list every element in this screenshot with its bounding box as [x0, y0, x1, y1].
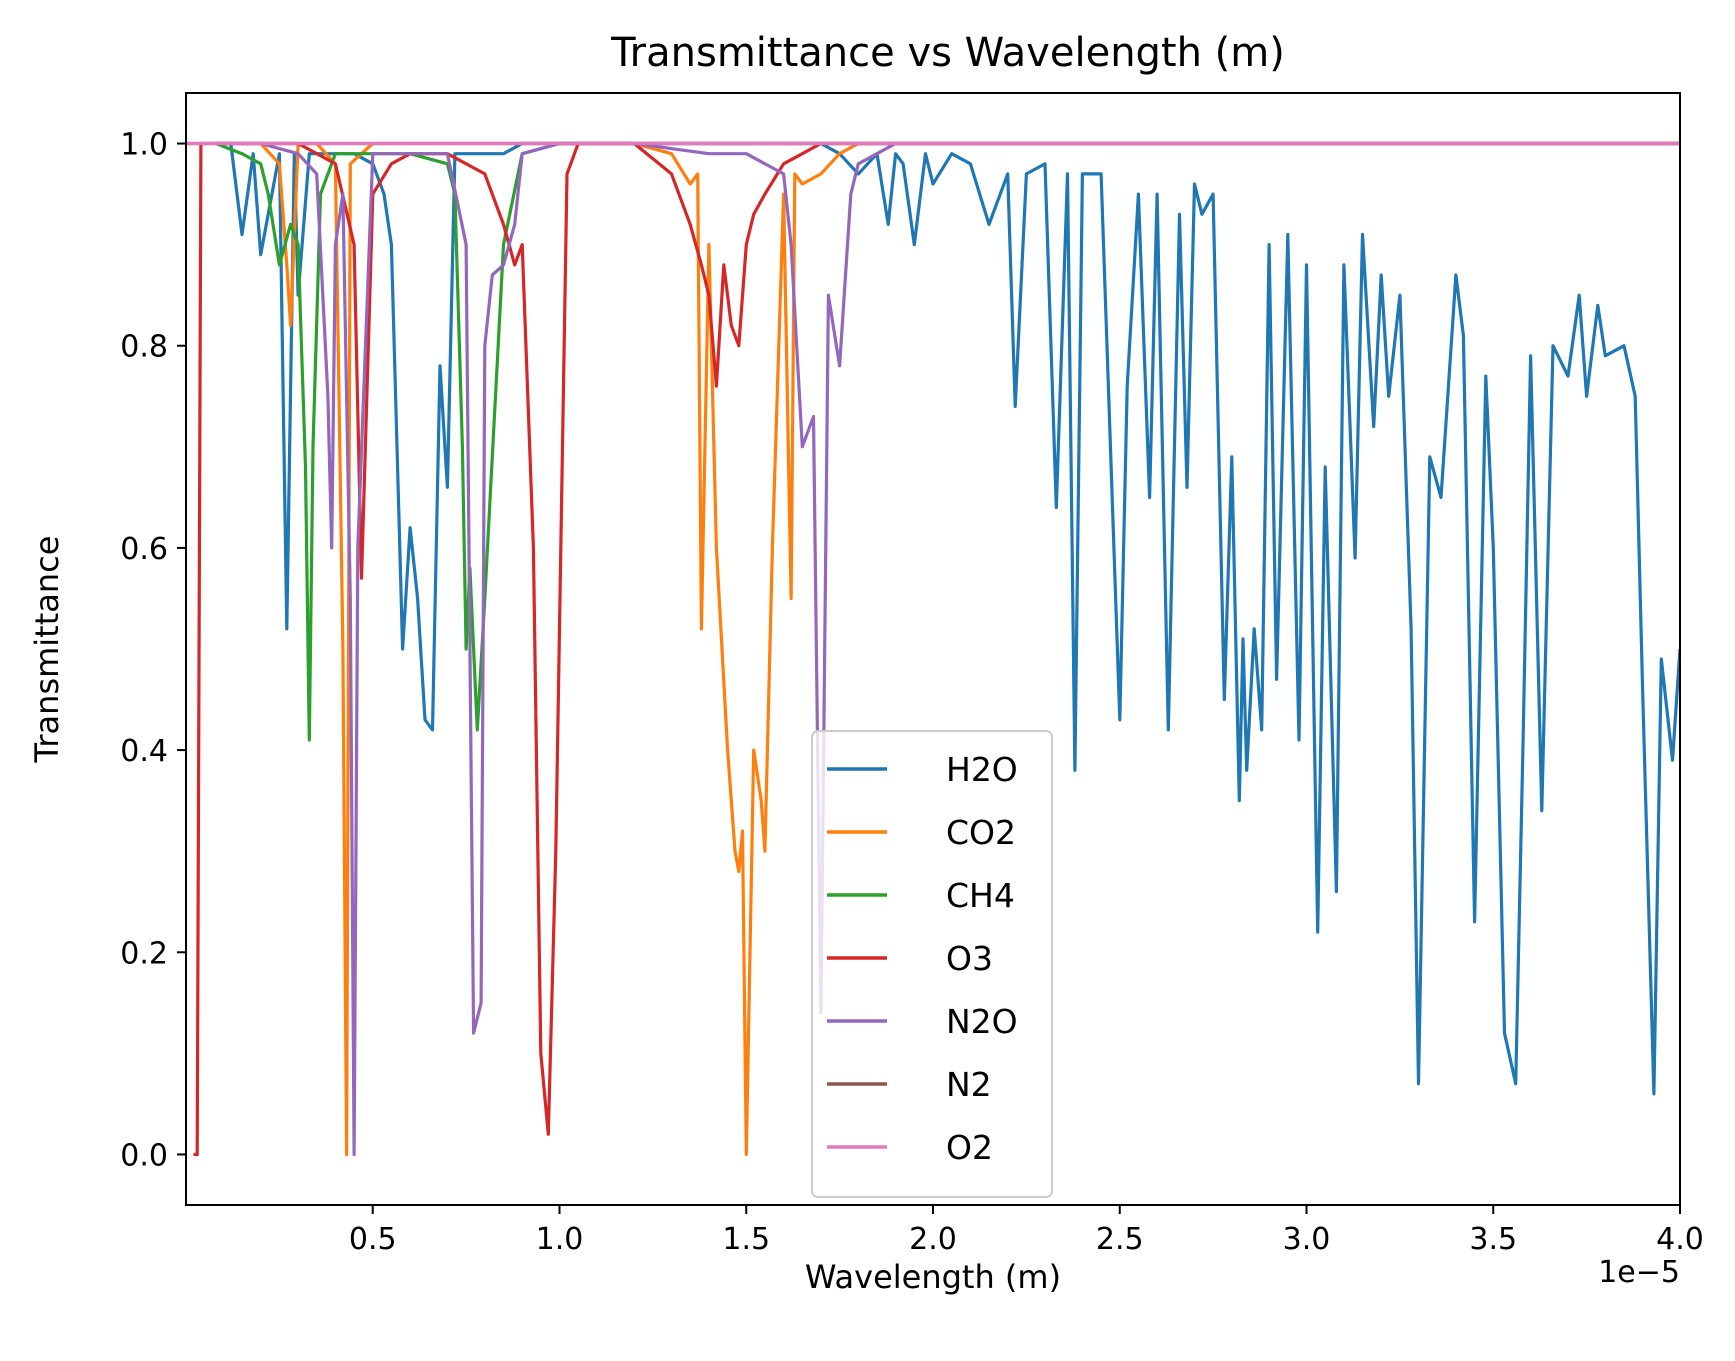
legend-label: O2 — [946, 1128, 993, 1167]
x-tick-label: 4.0 — [1656, 1222, 1704, 1257]
legend-label: O3 — [946, 939, 993, 978]
x-tick-label: 3.0 — [1283, 1222, 1331, 1257]
chart-title: Transmittance vs Wavelength (m) — [610, 30, 1285, 76]
x-tick-label: 2.5 — [1096, 1222, 1144, 1257]
series-line-n2o — [215, 141, 1680, 1157]
series-line-h2o — [215, 141, 1680, 1096]
legend-box — [811, 730, 1053, 1198]
y-tick-label: 0.0 — [120, 1138, 168, 1173]
x-tick-label: 2.0 — [909, 1222, 957, 1257]
legend-label: N2O — [946, 1002, 1018, 1041]
x-tick-label: 1.0 — [536, 1222, 584, 1257]
x-tick-label: 0.5 — [349, 1222, 397, 1257]
series-line-o3 — [193, 141, 1680, 1157]
y-axis: 0.0 0.2 0.4 0.6 0.8 1.0 — [120, 128, 186, 1173]
series-layer — [186, 141, 1680, 1157]
x-axis-offset-text: 1e−5 — [1598, 1255, 1680, 1290]
y-tick-label: 0.6 — [120, 532, 168, 567]
y-axis-label: Transmittance — [28, 536, 66, 764]
x-tick-label: 3.5 — [1469, 1222, 1517, 1257]
legend-label: N2 — [946, 1065, 992, 1104]
y-tick-label: 0.4 — [120, 734, 168, 769]
y-tick-label: 1.0 — [120, 128, 168, 163]
legend-label: CH4 — [946, 876, 1015, 915]
y-tick-label: 0.2 — [120, 936, 168, 971]
y-tick-label: 0.8 — [120, 330, 168, 365]
legend-label: CO2 — [946, 813, 1016, 852]
legend: H2O CO2 CH4 O3 N2O N2 O2 — [811, 730, 1053, 1198]
x-tick-label: 1.5 — [722, 1222, 770, 1257]
legend-label: H2O — [946, 750, 1018, 789]
x-axis-label: Wavelength (m) — [805, 1258, 1061, 1296]
series-line-co2 — [215, 141, 1680, 1157]
x-axis: 0.5 1.0 1.5 2.0 2.5 3.0 3.5 4.0 — [349, 1205, 1704, 1257]
